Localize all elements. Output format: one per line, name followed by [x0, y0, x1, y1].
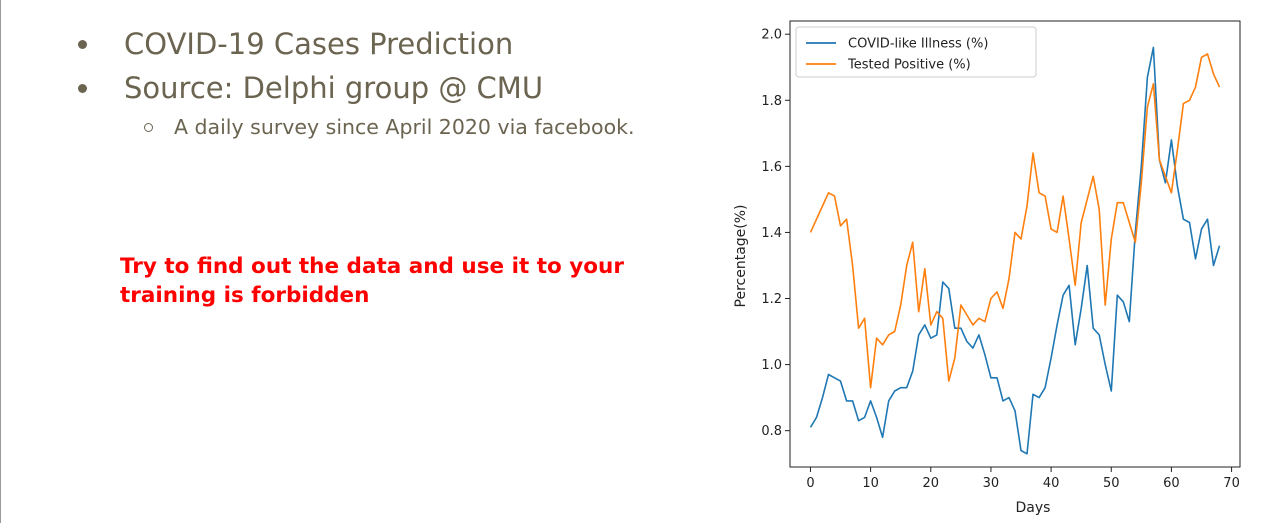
- legend-label-1: Tested Positive (%): [847, 58, 971, 73]
- warning-text: Try to find out the data and use it to y…: [120, 254, 624, 308]
- y-axis-label: Percentage(%): [733, 205, 749, 308]
- x-tick-label-0: 0: [806, 476, 814, 491]
- legend-label-0: COVID-like Illness (%): [848, 37, 988, 52]
- x-tick-label-30: 30: [983, 476, 1000, 491]
- x-tick-label-60: 60: [1163, 476, 1180, 491]
- y-tick-label-0: 0.8: [761, 424, 782, 439]
- x-tick-label-20: 20: [923, 476, 940, 491]
- chart-axes: 0 10 20 30 40 50 60 70 0.8 1.0 1.2 1.4 1.6 1.8 2.0: [761, 20, 1241, 491]
- x-tick-label-40: 40: [1043, 476, 1060, 491]
- slide-left-border: [0, 0, 1, 523]
- y-tick-label-4: 1.6: [761, 160, 782, 175]
- bullet-text: COVID-19 Cases Prediction: [124, 27, 514, 61]
- x-tick-label-10: 10: [862, 476, 879, 491]
- chart-series-lines: [809, 46, 1221, 455]
- bullet-text: Source: Delphi group @ CMU: [124, 71, 544, 105]
- bullet-covid-prediction: COVID-19 Cases Prediction: [78, 22, 635, 66]
- line-chart: 0 10 20 30 40 50 60 70 0.8 1.0 1.2 1.4 1.6 1.8 2.0 COV…: [733, 20, 1241, 516]
- series-line-covid-like-illness: [809, 46, 1221, 455]
- sub-bullet-survey: A daily survey since April 2020 via face…: [144, 110, 635, 144]
- x-axis-label: Days: [1016, 500, 1051, 516]
- chart-legend: COVID-like Illness (%) Tested Positive (%…: [795, 26, 1037, 78]
- y-tick-label-6: 2.0: [761, 28, 782, 43]
- y-tick-label-5: 1.8: [761, 94, 782, 109]
- series-line-tested-positive: [809, 53, 1221, 389]
- plot-frame: [789, 20, 1241, 468]
- y-tick-label-2: 1.2: [761, 292, 782, 307]
- legend-box: [795, 26, 1037, 78]
- y-tick-label-3: 1.4: [761, 226, 782, 241]
- y-tick-label-1: 1.0: [761, 358, 782, 373]
- x-tick-label-50: 50: [1103, 476, 1120, 491]
- bullet-source: Source: Delphi group @ CMU: [78, 66, 635, 110]
- bullet-list: COVID-19 Cases Prediction Source: Delphi…: [78, 22, 635, 144]
- x-tick-label-70: 70: [1223, 476, 1240, 491]
- sub-bullet-ring-icon: [144, 123, 153, 132]
- sub-bullet-text: A daily survey since April 2020 via face…: [174, 115, 635, 139]
- bullet-dot-icon: [78, 40, 87, 49]
- bullet-dot-icon: [78, 84, 87, 93]
